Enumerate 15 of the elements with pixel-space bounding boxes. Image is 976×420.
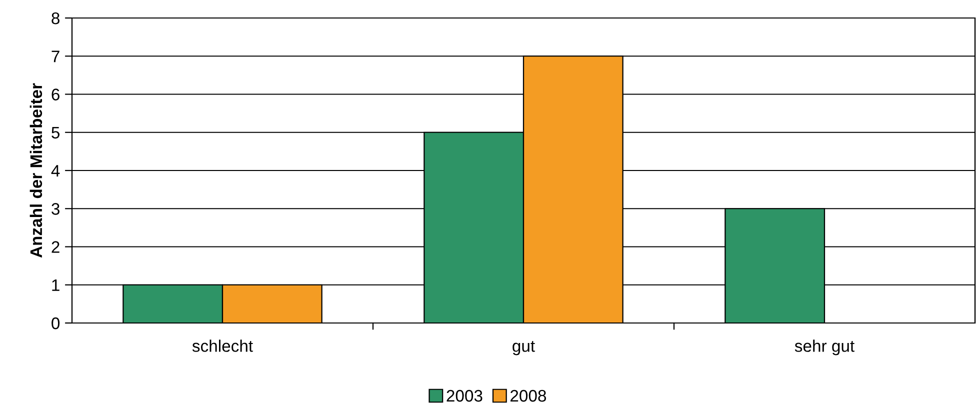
x-tick-label: schlecht bbox=[192, 340, 253, 352]
y-tick-label: 7 bbox=[52, 50, 60, 62]
y-axis-title: Anzahl der Mitarbeiter bbox=[30, 83, 42, 258]
legend-label: 2003 bbox=[446, 390, 482, 402]
y-tick-label: 4 bbox=[51, 165, 60, 177]
x-tick-label: gut bbox=[512, 340, 535, 356]
y-tick-label: 6 bbox=[52, 88, 60, 100]
legend-label: 2008 bbox=[510, 390, 546, 402]
x-tick-label: sehr gut bbox=[794, 340, 854, 356]
y-tick-label: 5 bbox=[52, 126, 60, 139]
y-tick-label: 8 bbox=[52, 12, 60, 24]
y-tick-label: 1 bbox=[52, 279, 60, 291]
y-tick-label: 2 bbox=[52, 241, 60, 253]
y-tick-label: 3 bbox=[52, 203, 60, 215]
y-tick-label: 0 bbox=[52, 317, 60, 330]
